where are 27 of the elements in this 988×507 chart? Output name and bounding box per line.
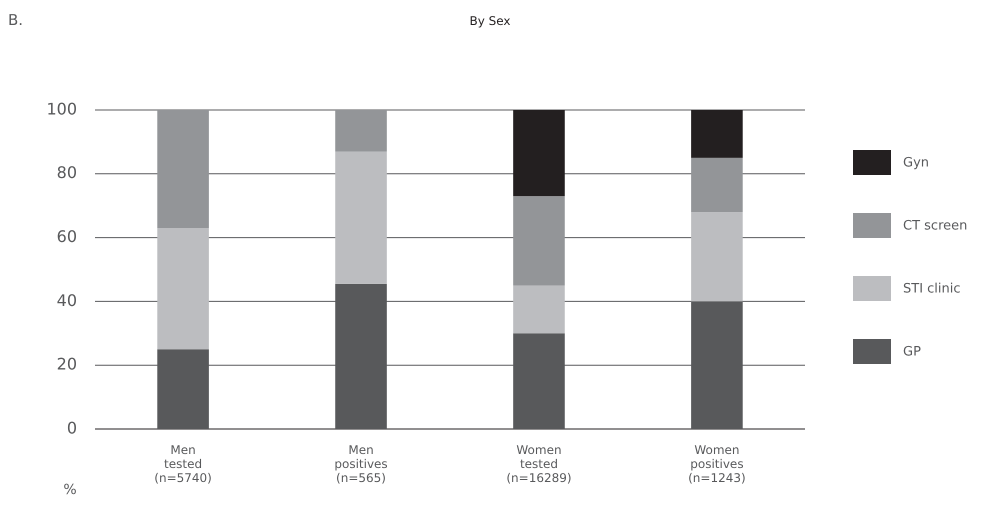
x-tick-label: Women tested (n=16289) xyxy=(506,443,572,485)
legend-label: CT screen xyxy=(903,218,968,234)
legend-label: GP xyxy=(903,344,922,360)
y-tick-label: 0 xyxy=(66,418,77,438)
chart-title: By Sex xyxy=(469,14,511,28)
x-tick-label: Women positives (n=1243) xyxy=(688,443,746,485)
bar xyxy=(691,110,743,158)
bar xyxy=(513,196,565,286)
text: B. xyxy=(8,11,24,29)
x-tick-label: Men positives (n=565) xyxy=(334,443,388,485)
bar xyxy=(157,110,209,228)
legend-label: STI clinic xyxy=(903,282,961,297)
bar xyxy=(691,158,743,212)
y-tick-label: 60 xyxy=(56,226,77,246)
bar xyxy=(513,110,565,196)
bar xyxy=(157,228,209,350)
y-tick-label: 20 xyxy=(56,354,77,374)
bar xyxy=(691,212,743,302)
y-tick-label: 80 xyxy=(56,163,77,182)
y-axis-title: % xyxy=(63,482,77,498)
y-tick-label: 100 xyxy=(46,99,77,118)
bar xyxy=(513,285,565,334)
x-tick-label: Men tested (n=5740) xyxy=(154,443,212,485)
bar xyxy=(335,151,387,284)
legend-label: Gyn xyxy=(903,156,930,171)
y-tick-label: 40 xyxy=(56,290,77,310)
bar xyxy=(335,110,387,152)
